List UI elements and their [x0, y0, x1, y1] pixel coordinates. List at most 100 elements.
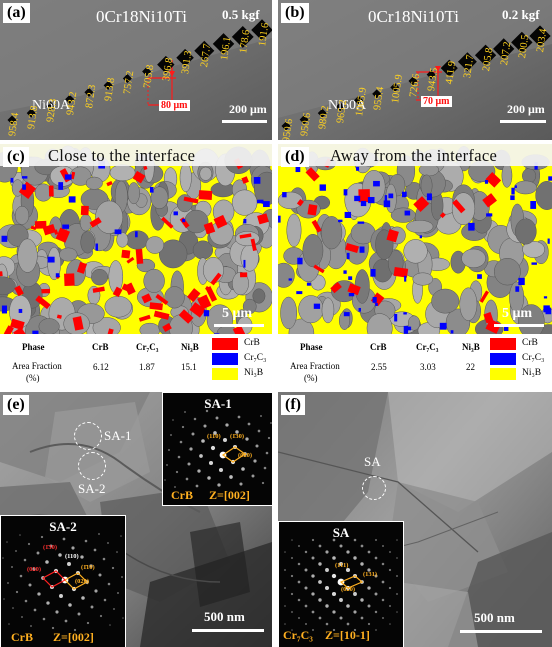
saed-f-zone: Z=[10-1]	[325, 628, 370, 642]
grain	[278, 262, 295, 288]
diffraction-spot	[215, 416, 219, 420]
diffraction-spot	[199, 454, 203, 458]
diffraction-spot	[332, 556, 336, 560]
grain	[59, 247, 78, 262]
indent-markers-a	[7, 19, 272, 125]
table-d-header-ni3b: Ni₃B	[462, 342, 480, 352]
diffraction-spot	[32, 567, 36, 571]
diffraction-spot	[102, 557, 106, 561]
sa-ring-f	[362, 476, 386, 500]
panel-c-title: Close to the interface	[48, 146, 196, 165]
cr7c3-phase	[213, 333, 220, 334]
crb-phase	[143, 165, 148, 171]
diffraction-spot	[367, 622, 371, 626]
diffraction-spot	[103, 598, 107, 602]
panel-d-title: Away from the interface	[330, 146, 498, 165]
diffraction-spot	[55, 610, 59, 614]
crb-phase	[485, 318, 502, 334]
load-label-b: 0.2 kgf	[502, 7, 540, 22]
diffraction-spot	[116, 551, 118, 553]
crb-phase	[358, 189, 371, 203]
crb-phase	[55, 227, 71, 243]
cr7c3-phase	[348, 276, 353, 280]
indent-mark	[176, 48, 194, 67]
crb-phase	[41, 288, 51, 294]
crb-phase	[482, 193, 497, 208]
cr7c3-phase	[149, 186, 154, 193]
diffraction-spot	[353, 628, 357, 632]
diffraction-spot	[353, 538, 357, 542]
cr7c3-phase	[439, 322, 447, 330]
cr7c3-phase	[348, 293, 355, 297]
cr7c3-phase	[62, 224, 70, 229]
diffraction-spot	[374, 610, 378, 614]
saed-sa2-title: SA-2	[49, 519, 77, 534]
grain	[91, 269, 109, 286]
diffraction-spot	[59, 594, 63, 598]
panel-label-b: (b)	[281, 3, 309, 23]
legend-c-cr7c3-swatch	[212, 353, 238, 365]
cr7c3-phase	[403, 312, 407, 315]
cr7c3-phase	[21, 176, 28, 179]
grain	[17, 238, 38, 273]
cr7c3-phase	[384, 195, 388, 201]
grain	[298, 295, 324, 324]
crb-phase	[121, 283, 130, 292]
cr7c3-phase	[404, 275, 407, 282]
diffraction-spot	[360, 616, 364, 620]
grain	[150, 186, 169, 209]
crb-phase	[76, 261, 87, 274]
diffraction-spot	[245, 437, 249, 441]
diffraction-spot	[339, 562, 343, 566]
crb-phase	[149, 302, 163, 311]
scale-text-e: 500 nm	[204, 609, 245, 624]
crb-phase	[153, 310, 170, 320]
table-d-row-label: Area Fraction	[290, 361, 340, 371]
crb-phase	[313, 264, 325, 274]
grain	[14, 205, 30, 225]
cr7c3-phase	[18, 308, 23, 313]
panel-a-background	[0, 0, 272, 140]
diffraction-spot	[339, 598, 343, 602]
cr7c3-phase	[530, 200, 537, 209]
saed-pattern-sa1	[164, 409, 272, 488]
grain	[535, 181, 552, 210]
indent-markers-b	[281, 25, 551, 131]
cr7c3-phase	[359, 246, 365, 253]
crb-phase	[10, 318, 25, 331]
diffraction-spot	[184, 411, 186, 413]
diffraction-spot	[396, 557, 398, 559]
crb-phase	[126, 256, 135, 264]
diffraction-spot	[389, 551, 391, 553]
diffraction-spot	[107, 582, 111, 586]
crb-phase	[155, 293, 169, 305]
unit-cell-outline	[64, 572, 88, 590]
diffraction-spot	[19, 574, 23, 578]
table-c-header-crb: CrB	[92, 342, 109, 352]
crb-phase	[35, 295, 51, 310]
diffraction-spot	[116, 591, 120, 595]
diffraction-spot	[23, 558, 27, 562]
table-c-row-unit: (%)	[26, 373, 40, 383]
grain	[321, 297, 335, 324]
diffraction-spot	[374, 538, 378, 542]
diffraction-spot	[197, 469, 201, 473]
crb-phase	[42, 223, 56, 236]
crb-phase	[162, 323, 172, 333]
diffraction-spot	[255, 444, 259, 448]
crb-phase	[305, 167, 320, 182]
cr7c3-phase	[22, 184, 26, 190]
diffraction-spot	[325, 550, 329, 554]
crb-phase	[183, 196, 199, 204]
diffraction-spot	[290, 556, 294, 560]
cr7c3-phase	[313, 303, 321, 309]
twin-cell-outline	[42, 570, 66, 588]
cr7c3-phase	[394, 313, 398, 322]
diffraction-spot	[80, 555, 84, 559]
diffraction-spot	[332, 538, 336, 542]
legend-c-cr7c3-label: Cr₇C₃	[244, 353, 267, 363]
grain	[235, 231, 260, 247]
diffraction-spot	[284, 623, 286, 625]
grain	[95, 200, 124, 234]
table-d-value-cr7c3: 3.03	[420, 362, 436, 372]
